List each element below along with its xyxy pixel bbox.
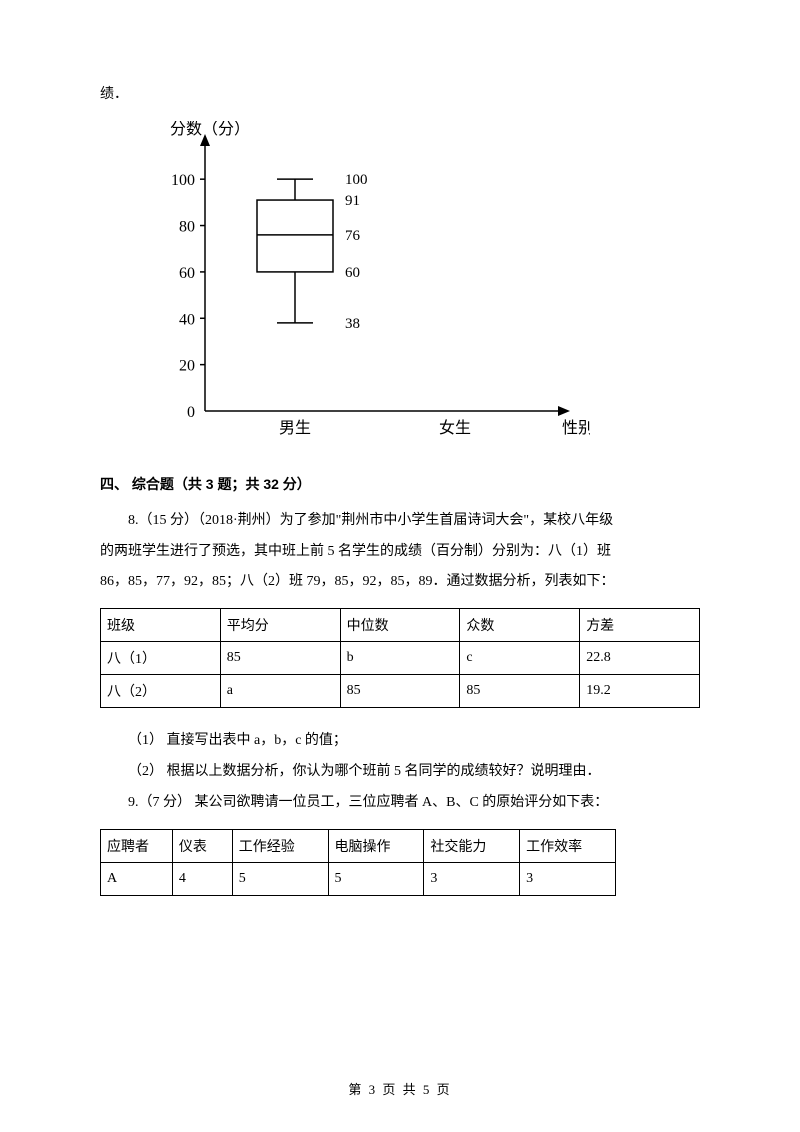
- svg-text:91: 91: [345, 193, 360, 209]
- table-cell: c: [460, 642, 580, 675]
- table-cell: A: [101, 862, 173, 895]
- boxplot-chart: 分数（分） 性别 0 20 40 60 80 100 男生 女生 100 91 76 60 38: [110, 121, 700, 456]
- svg-text:76: 76: [345, 228, 361, 244]
- top-fragment: 绩．: [100, 80, 700, 111]
- table-cell: 3: [424, 862, 520, 895]
- q8-table: 班级平均分中位数众数方差八（1）85bc22.8八（2）a858519.2: [100, 608, 700, 708]
- q8-line2: 的两班学生进行了预选，其中班上前 5 名学生的成绩（百分制）分别为：八（1）班: [100, 537, 700, 568]
- table-header-cell: 社交能力: [424, 829, 520, 862]
- table-row: 八（2）a858519.2: [101, 675, 700, 708]
- svg-text:60: 60: [179, 265, 195, 282]
- table-cell: 85: [460, 675, 580, 708]
- svg-text:男生: 男生: [279, 419, 311, 437]
- table-cell: 85: [220, 642, 340, 675]
- q9-line: 9.（7 分） 某公司欲聘请一位员工，三位应聘者 A、B、C 的原始评分如下表：: [100, 788, 700, 819]
- svg-text:60: 60: [345, 265, 360, 281]
- svg-text:0: 0: [187, 404, 195, 421]
- table-cell: 八（2）: [101, 675, 221, 708]
- svg-text:38: 38: [345, 316, 360, 332]
- table-row: 八（1）85bc22.8: [101, 642, 700, 675]
- svg-text:40: 40: [179, 311, 195, 328]
- table-header-cell: 中位数: [340, 609, 460, 642]
- svg-text:女生: 女生: [439, 418, 471, 437]
- svg-text:性别: 性别: [562, 419, 590, 437]
- table-header-cell: 应聘者: [101, 829, 173, 862]
- q8-line3: 86，85，77，92，85；八（2）班 79，85，92，85，89．通过数据…: [100, 567, 700, 598]
- table-header-cell: 平均分: [220, 609, 340, 642]
- table-cell: 5: [232, 862, 328, 895]
- q8-sub2: （2） 根据以上数据分析，你认为哪个班前 5 名同学的成绩较好？说明理由．: [100, 757, 700, 788]
- svg-text:100: 100: [171, 172, 195, 189]
- svg-text:100: 100: [345, 172, 368, 188]
- q8-sub1: （1） 直接写出表中 a，b，c 的值；: [100, 726, 700, 757]
- table-cell: 八（1）: [101, 642, 221, 675]
- svg-text:20: 20: [179, 357, 195, 374]
- q9-table: 应聘者仪表工作经验电脑操作社交能力工作效率A45533: [100, 829, 616, 896]
- table-cell: 19.2: [580, 675, 700, 708]
- table-cell: 22.8: [580, 642, 700, 675]
- page-footer: 第 3 页 共 5 页: [0, 1079, 800, 1098]
- table-header-cell: 班级: [101, 609, 221, 642]
- table-header-cell: 仪表: [172, 829, 232, 862]
- table-header-cell: 方差: [580, 609, 700, 642]
- q8-line1: 8.（15 分）（2018·荆州）为了参加"荆州市中小学生首届诗词大会"，某校八…: [100, 506, 700, 537]
- table-header-cell: 工作效率: [520, 829, 616, 862]
- section-4-heading: 四、 综合题（共 3 题；共 32 分）: [100, 474, 700, 494]
- table-cell: 4: [172, 862, 232, 895]
- table-header-cell: 众数: [460, 609, 580, 642]
- table-row: A45533: [101, 862, 616, 895]
- svg-text:分数（分）: 分数（分）: [170, 121, 250, 138]
- table-cell: 5: [328, 862, 424, 895]
- table-cell: 85: [340, 675, 460, 708]
- table-cell: a: [220, 675, 340, 708]
- table-header-cell: 电脑操作: [328, 829, 424, 862]
- table-header-cell: 工作经验: [232, 829, 328, 862]
- table-cell: b: [340, 642, 460, 675]
- svg-text:80: 80: [179, 218, 195, 235]
- table-cell: 3: [520, 862, 616, 895]
